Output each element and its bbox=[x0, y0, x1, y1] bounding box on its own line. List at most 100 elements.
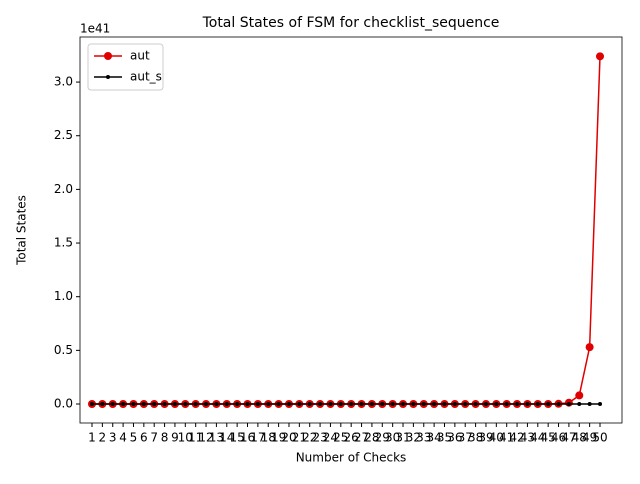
data-point bbox=[266, 402, 271, 407]
data-point bbox=[401, 402, 406, 407]
data-point bbox=[214, 402, 219, 407]
x-tick-label: 26 bbox=[344, 431, 359, 445]
y-tick-label: 2.5 bbox=[54, 128, 73, 142]
x-tick-label: 27 bbox=[354, 431, 369, 445]
x-tick-label: 38 bbox=[468, 431, 483, 445]
data-point bbox=[307, 402, 312, 407]
data-point bbox=[183, 402, 188, 407]
data-point bbox=[297, 402, 302, 407]
data-point bbox=[515, 402, 520, 407]
x-tick-label: 49 bbox=[582, 431, 597, 445]
x-tick-label: 25 bbox=[333, 431, 348, 445]
legend-marker bbox=[106, 75, 110, 79]
data-point bbox=[575, 391, 584, 400]
data-point bbox=[442, 402, 447, 407]
legend: aut aut_s bbox=[87, 43, 164, 91]
x-tick-label: 8 bbox=[161, 431, 169, 445]
data-point bbox=[483, 402, 488, 407]
x-tick-label: 41 bbox=[499, 431, 514, 445]
data-point bbox=[235, 402, 240, 407]
x-tick-label: 13 bbox=[209, 431, 224, 445]
data-point bbox=[172, 402, 177, 407]
chart-title: Total States of FSM for checklist_sequen… bbox=[202, 15, 500, 31]
x-tick-label: 15 bbox=[230, 431, 245, 445]
x-tick-label: 23 bbox=[312, 431, 327, 445]
data-point bbox=[100, 402, 105, 407]
y-offset-label: 1e41 bbox=[80, 22, 110, 36]
data-point bbox=[369, 402, 374, 407]
x-tick-label: 50 bbox=[592, 431, 607, 445]
x-tick-label: 17 bbox=[250, 431, 265, 445]
x-tick-label: 6 bbox=[140, 431, 148, 445]
legend-label: aut bbox=[130, 49, 150, 63]
y-tick-label: 3.0 bbox=[54, 75, 73, 89]
data-point bbox=[204, 402, 209, 407]
x-tick-label: 20 bbox=[281, 431, 296, 445]
y-tick-label: 1.0 bbox=[54, 289, 73, 303]
data-point bbox=[359, 402, 364, 407]
data-point bbox=[494, 402, 499, 407]
x-tick-label: 39 bbox=[478, 431, 493, 445]
data-point bbox=[162, 402, 167, 407]
data-point bbox=[546, 402, 551, 407]
x-axis-label: Number of Checks bbox=[296, 451, 407, 465]
x-tick-label: 37 bbox=[458, 431, 473, 445]
y-tick-label: 0.0 bbox=[54, 397, 73, 411]
data-point bbox=[452, 402, 457, 407]
data-point bbox=[318, 402, 323, 407]
data-point bbox=[152, 402, 157, 407]
x-tick-label: 1 bbox=[88, 431, 96, 445]
x-tick-label: 45 bbox=[541, 431, 556, 445]
data-point bbox=[121, 402, 126, 407]
data-point bbox=[525, 402, 530, 407]
y-tick-label: 2.0 bbox=[54, 182, 73, 196]
data-point bbox=[473, 402, 478, 407]
y-tick-label: 1.5 bbox=[54, 236, 73, 250]
x-tick-label: 4 bbox=[119, 431, 127, 445]
x-tick-label: 43 bbox=[520, 431, 535, 445]
data-point bbox=[349, 402, 354, 407]
x-tick-label: 19 bbox=[271, 431, 286, 445]
data-point bbox=[411, 402, 416, 407]
data-point bbox=[504, 402, 509, 407]
data-point bbox=[276, 402, 281, 407]
data-point bbox=[598, 402, 602, 407]
y-axis-label: Total States bbox=[15, 195, 29, 266]
data-point bbox=[380, 402, 385, 407]
data-point bbox=[131, 402, 136, 407]
data-point bbox=[463, 402, 468, 407]
data-point bbox=[255, 402, 260, 407]
x-tick-label: 11 bbox=[188, 431, 203, 445]
x-tick-label: 9 bbox=[171, 431, 179, 445]
legend-label: aut_s bbox=[130, 70, 162, 84]
x-tick-label: 24 bbox=[323, 431, 338, 445]
data-point bbox=[432, 402, 437, 407]
x-tick-label: 32 bbox=[406, 431, 421, 445]
data-point bbox=[556, 402, 561, 407]
legend-marker bbox=[104, 52, 112, 60]
x-tick-label: 10 bbox=[178, 431, 193, 445]
data-point bbox=[390, 402, 395, 407]
data-point bbox=[245, 402, 250, 407]
data-point bbox=[421, 402, 426, 407]
x-tick-label: 28 bbox=[364, 431, 379, 445]
y-tick-label: 0.5 bbox=[54, 343, 73, 357]
x-tick-label: 34 bbox=[426, 431, 441, 445]
data-point bbox=[566, 402, 571, 407]
x-tick-label: 3 bbox=[109, 431, 117, 445]
x-tick-label: 22 bbox=[302, 431, 317, 445]
data-point bbox=[338, 402, 343, 407]
data-point bbox=[587, 402, 592, 407]
data-point bbox=[224, 402, 229, 407]
x-tick-label: 44 bbox=[530, 431, 545, 445]
x-tick-label: 16 bbox=[240, 431, 255, 445]
data-point bbox=[328, 402, 333, 407]
x-tick-label: 35 bbox=[437, 431, 452, 445]
x-tick-label: 5 bbox=[130, 431, 138, 445]
x-tick-label: 18 bbox=[261, 431, 276, 445]
x-tick-label: 29 bbox=[375, 431, 390, 445]
plot-frame bbox=[79, 36, 623, 424]
x-tick-label: 47 bbox=[561, 431, 576, 445]
data-point bbox=[141, 402, 146, 407]
